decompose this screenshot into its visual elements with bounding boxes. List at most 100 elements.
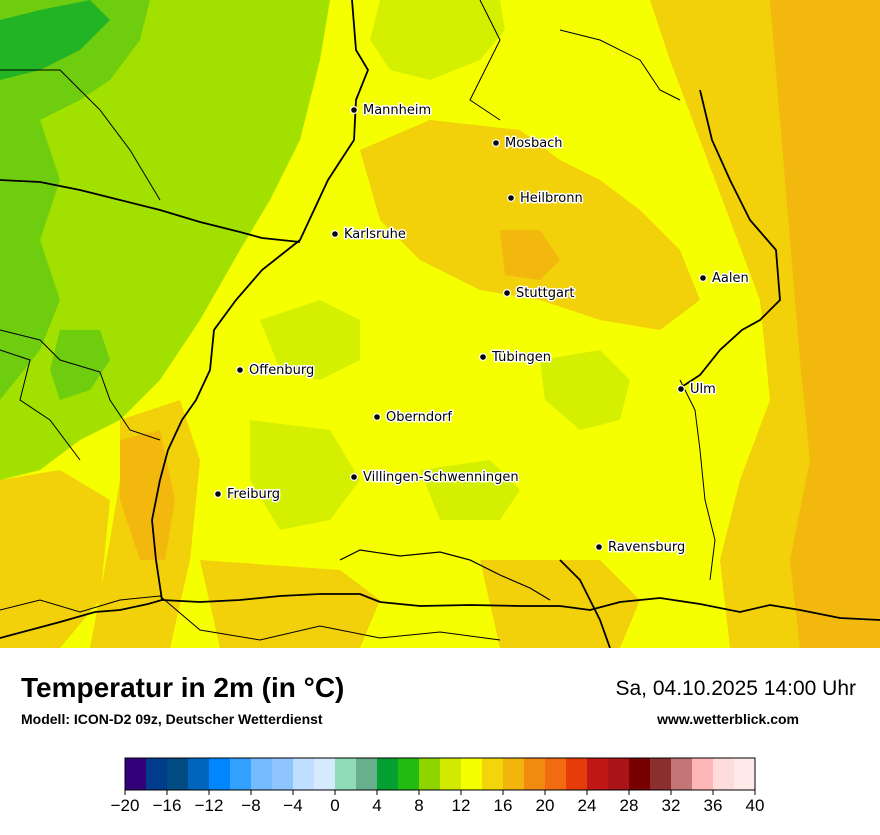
legend-tick-label: 16 [494,796,513,815]
legend-color-segment [692,758,714,790]
city-label: Villingen-Schwenningen [363,470,519,485]
city-label: Aalen [712,271,749,286]
legend-color-segment [188,758,210,790]
legend-color-segment [524,758,546,790]
map-canvas: Mannheim Mosbach Heilbronn Karlsruhe Aalen St… [0,0,880,648]
city-label: Karlsruhe [344,227,406,242]
legend-tick-label: 20 [536,796,555,815]
city-dot [503,289,512,298]
city-marker-mosbach[interactable]: Mosbach [492,135,564,153]
temperature-field-warm [480,560,640,648]
city-dot [214,490,223,499]
legend-tick-label: 24 [578,796,597,815]
forecast-datetime: Sa, 04.10.2025 14:00 Uhr [615,677,856,700]
legend-color-segment [608,758,630,790]
legend-tick-label: 4 [372,796,381,815]
state-border-north [0,0,370,639]
legend-color-segment [713,758,735,790]
legend-tick-label: 8 [414,796,423,815]
legend-tick-label: 36 [704,796,723,815]
city-marker-ulm[interactable]: Ulm [676,381,717,399]
legend-tick-label: −4 [283,796,302,815]
city-marker-t-bingen[interactable]: Tübingen [479,349,553,367]
legend-color-segment [587,758,609,790]
temperature-field-cool [540,350,630,430]
city-dot [479,353,488,362]
legend-color-segment [335,758,357,790]
legend-color-segment [398,758,420,790]
temperature-field-cool [370,0,505,80]
city-marker-villingen-schwenningen[interactable]: Villingen-Schwenningen [350,469,520,487]
legend-color-segment [503,758,525,790]
city-dot [350,473,359,482]
city-marker-stuttgart[interactable]: Stuttgart [503,285,576,303]
temperature-field-cool [420,460,520,520]
city-label: Mosbach [505,136,563,151]
temperature-fields [0,0,880,648]
city-dot [331,230,340,239]
legend-tick-label: 28 [620,796,639,815]
legend-color-segment [230,758,252,790]
legend-color-segment [671,758,693,790]
temperature-legend: −20 −16 −12 −8 −4 0 4 8 12 16 20 24 28 32 36 40 [105,756,785,830]
district-border-2 [559,29,681,101]
legend-color-segment [545,758,567,790]
district-border-4 [0,329,161,441]
legend-color-segment [440,758,462,790]
city-dot [492,139,501,148]
city-marker-oberndorf[interactable]: Oberndorf [373,409,454,427]
city-marker-aalen[interactable]: Aalen [698,270,750,288]
legend-color-segment [251,758,273,790]
city-label: Freiburg [227,487,280,502]
legend-tick-label: 40 [746,796,765,815]
city-marker-heilbronn[interactable]: Heilbronn [507,190,584,208]
legend-color-segment [167,758,189,790]
city-dot [594,542,603,551]
city-dot [676,385,685,394]
temperature-field-warmer [120,430,175,560]
legend-canvas: −20 −16 −12 −8 −4 0 4 8 12 16 20 24 28 32 36 40 [111,757,765,815]
legend-color-segment [566,758,588,790]
legend-color-segment [482,758,504,790]
city-label: Heilbronn [520,191,583,206]
legend-color-segment [461,758,483,790]
district-border-3 [679,379,716,581]
city-dot [698,274,707,283]
city-dot [350,105,359,114]
legend-tick-label: 0 [330,796,339,815]
legend-color-segment [314,758,336,790]
city-dot [507,194,516,203]
temperature-field-warmer [500,230,560,280]
legend-color-segment [293,758,315,790]
legend-color-segment [272,758,294,790]
border-south [161,593,880,621]
city-marker-mannheim[interactable]: Mannheim [350,102,433,120]
legend-tick-label: −12 [195,796,224,815]
district-border-6 [0,349,81,461]
city-label: Offenburg [249,363,314,378]
legend-tick-label: −8 [241,796,260,815]
legend-color-segment [377,758,399,790]
city-label: Mannheim [363,103,431,118]
legend-color-segment [650,758,672,790]
borders [0,0,880,648]
city-marker-ravensburg[interactable]: Ravensburg [594,539,687,557]
temperature-field-green [0,0,150,400]
legend-tick-label: 12 [452,796,471,815]
legend-color-segment [629,758,651,790]
map-title: Temperatur in 2m (in °C) [21,672,345,703]
legend-tick-labels: −20 −16 −12 −8 −4 0 4 8 12 16 20 24 28 32 36 40 [111,790,765,815]
city-marker-offenburg[interactable]: Offenburg [236,362,316,380]
temperature-field-cool [250,420,360,530]
legend-color-segment [734,758,756,790]
city-label: Oberndorf [386,410,452,425]
website-link[interactable]: www.wetterblick.com [657,711,799,727]
legend-tick-label: 32 [662,796,681,815]
city-marker-freiburg[interactable]: Freiburg [214,486,282,504]
legend-tick-label: −20 [111,796,140,815]
border-south-east [559,559,611,648]
city-marker-karlsruhe[interactable]: Karlsruhe [331,226,407,244]
temperature-field-cool [260,300,360,380]
legend-tick-label: −16 [153,796,182,815]
lake-border [339,549,551,601]
